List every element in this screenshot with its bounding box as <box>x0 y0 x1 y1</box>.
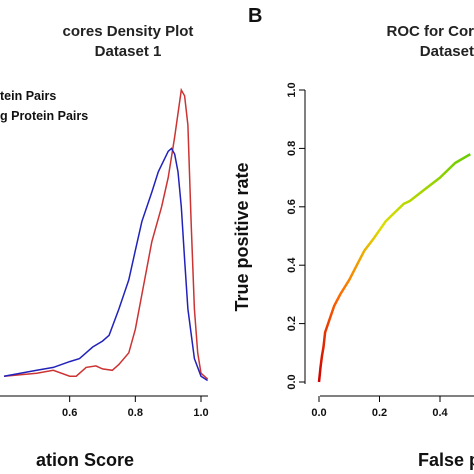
panel-b-roc-curve <box>317 153 471 383</box>
panel-a-x-tick-label: 0.8 <box>128 407 143 419</box>
panel-b-x-tick-label: 0.4 <box>432 407 448 419</box>
panel-b-x-ticks: 0.0 0.2 0.4 <box>311 396 449 419</box>
panel-a-legend-entry-1: tein Pairs <box>0 89 56 103</box>
panel-a: cores Density Plot Dataset 1 tein Pairs … <box>0 23 209 470</box>
panel-b-y-axis-label: True positive rate <box>232 162 252 311</box>
panel-b-y-tick-label: 0.8 <box>286 141 298 156</box>
panel-a-legend-entry-2: g Protein Pairs <box>0 109 88 123</box>
panel-b-y-tick-label: 0.6 <box>286 199 298 214</box>
panel-b-title-line-1: ROC for Cor <box>387 23 474 40</box>
panel-b: B ROC for Cor Dataset 0.0 0.2 0.4 0.6 0.8 1.0… <box>232 5 474 470</box>
panel-b-letter: B <box>248 5 262 27</box>
panel-b-x-tick-label: 0.0 <box>311 407 326 419</box>
panel-a-title-line-1: cores Density Plot <box>63 23 194 40</box>
panel-a-x-ticks: 0.6 0.8 1.0 <box>62 396 209 419</box>
panel-a-series-blue-line <box>3 147 209 382</box>
panel-b-y-tick-label: 0.2 <box>286 316 298 331</box>
panel-a-x-axis-label: ation Score <box>36 450 134 470</box>
panel-b-title-line-2: Dataset <box>420 43 474 60</box>
panel-a-title-line-2: Dataset 1 <box>95 43 162 60</box>
panel-b-y-tick-label: 1.0 <box>286 82 298 97</box>
panel-b-x-axis-label: False p <box>418 450 474 470</box>
panel-b-y-ticks: 0.0 0.2 0.4 0.6 0.8 1.0 <box>286 82 305 390</box>
panel-b-x-tick-label: 0.2 <box>372 407 387 419</box>
panel-a-x-tick-label: 1.0 <box>193 407 208 419</box>
panel-b-y-tick-label: 0.4 <box>286 257 298 273</box>
panel-a-series-red-line <box>3 87 209 380</box>
panel-b-y-tick-label: 0.0 <box>286 374 298 389</box>
panel-a-x-tick-label: 0.6 <box>62 407 77 419</box>
